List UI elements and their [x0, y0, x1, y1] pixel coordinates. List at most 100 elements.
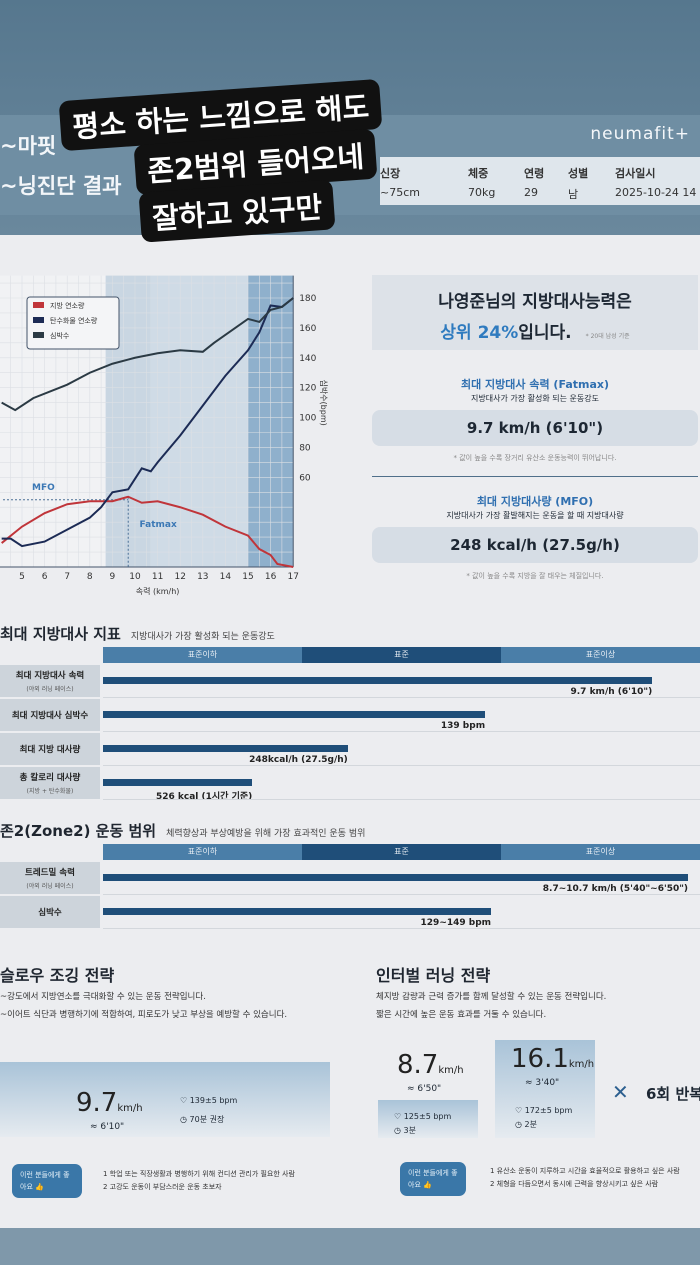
series-line-1	[1, 297, 294, 548]
brand-logo: neumafit+	[590, 124, 690, 144]
mfo-subtitle: 지방대사가 가장 활발해지는 운동을 할 때 지방대사량	[446, 511, 624, 520]
interval-bubble: 이런 분들에게 좋아요 👍	[400, 1162, 466, 1196]
metric-value: 8.7~10.7 km/h (5'40"~6'50")	[542, 884, 689, 894]
row-divider	[103, 697, 700, 698]
slow-jog-speed: 9.7km/h	[76, 1088, 143, 1118]
row-divider	[103, 765, 700, 766]
metric-value: 526 kcal (1시간 기준)	[155, 792, 253, 802]
metric-value: 129~149 bpm	[420, 918, 492, 928]
zone2-scale: 표준이하 표준 표준이상	[103, 844, 700, 860]
x-tick-label: 14	[220, 572, 232, 582]
legend-swatch	[33, 332, 44, 338]
zone2-heading: 존2(Zone2) 운동 범위 체력향상과 부상예방을 위해 가장 효과적인 운동…	[0, 822, 366, 840]
x-tick-label: 7	[64, 572, 70, 582]
x-tick-label: 8	[87, 572, 93, 582]
y-tick-label: 60	[299, 473, 311, 483]
fatmax-note: * 값이 높을 수록 장거리 유산소 운동능력이 뛰어납니다.	[453, 454, 617, 462]
metric-value: 139 bpm	[440, 721, 486, 731]
x-tick-label: 15	[242, 572, 253, 582]
mfo-value: 248 kcal/h (27.5g/h)	[372, 527, 698, 563]
slow-jog-pace: ≈ 6'10"	[90, 1122, 125, 1132]
metric-label: 총 칼로리 대사량 (지방 + 탄수화물)	[0, 767, 100, 799]
profile-stats: 신장 ~75cm 체중 70kg 연령 29 성별 남 검사일시 2025-10-24 1…	[380, 157, 700, 205]
scale-below: 표준이하	[103, 647, 302, 663]
x-tick-label: 10	[129, 572, 141, 582]
background-bottom	[0, 1228, 700, 1265]
thumbs-up-icon: 👍	[35, 1183, 44, 1191]
series-line-0	[1, 495, 294, 568]
slow-jog-hr: ♡ 139±5 bpm	[180, 1096, 238, 1105]
legend-label: 탄수화물 연소량	[50, 316, 98, 325]
row-divider	[103, 928, 700, 929]
scale-above: 표준이상	[501, 844, 700, 860]
zone-band	[150, 275, 248, 567]
x-tick-label: 16	[265, 572, 277, 582]
y-tick-label: 100	[299, 414, 316, 424]
y-tick-label: 140	[299, 354, 316, 364]
row-divider	[103, 894, 700, 895]
y-tick-label: 80	[299, 443, 311, 453]
report-title-line1: ~마핏	[0, 134, 57, 158]
divider	[372, 476, 698, 477]
multiply-icon: ✕	[612, 1080, 629, 1104]
y-tick-label: 160	[299, 324, 316, 334]
interval-high-pace: ≈ 3'40"	[525, 1078, 560, 1088]
slow-jog-title: 슬로우 조깅 전략	[0, 966, 115, 985]
legend-label: 지방 연소량	[50, 301, 85, 310]
interval-high-speed: 16.1km/h	[511, 1044, 595, 1074]
y-tick-label: 180	[299, 294, 316, 304]
metric-label: 최대 지방 대사량	[0, 733, 100, 765]
metric-value: 9.7 km/h (6'10")	[570, 687, 653, 697]
legend	[26, 296, 120, 350]
metric-value: 248kcal/h (27.5g/h)	[249, 755, 348, 765]
fat-metrics-heading: 최대 지방대사 지표 지방대사가 가장 활성화 되는 운동강도	[0, 625, 275, 643]
series-line-2	[1, 297, 294, 412]
stat-date: 검사일시 2025-10-24 14	[615, 167, 697, 199]
y-tick-label: 120	[299, 384, 316, 394]
interval-high-details: ♡ 172±5 bpm ◷ 2분	[515, 1106, 573, 1129]
x-tick-label: 9	[110, 572, 116, 582]
row-divider	[103, 731, 700, 732]
x-axis-label: 속력 (km/h)	[136, 586, 180, 596]
slow-jog-desc: ~강도에서 지방연소를 극대화할 수 있는 운동 전략입니다. ~이어트 식단과 …	[0, 992, 288, 1020]
fat-metrics-scale: 표준이하 표준 표준이상	[103, 647, 700, 663]
interval-desc: 체지방 감량과 근력 증가를 함께 달성할 수 있는 운동 전략입니다. 짧은 시…	[376, 992, 607, 1020]
metric-label: 최대 지방대사 심박수	[0, 699, 100, 731]
metric-bar	[103, 908, 492, 915]
mfo-note: * 값이 높을 수록 지방을 잘 태우는 체질입니다.	[466, 572, 604, 580]
heart-icon: ♡	[180, 1096, 188, 1105]
metric-bar	[103, 745, 348, 752]
fatmax-subtitle: 지방대사가 가장 활성화 되는 운동강도	[471, 394, 599, 403]
metric-label: 심박수	[0, 896, 100, 928]
x-tick-label: 12	[174, 572, 185, 582]
x-tick-label: 6	[42, 572, 48, 582]
fatmax-title: 최대 지방대사 속력 (Fatmax)	[460, 378, 610, 391]
metric-bar	[103, 779, 253, 786]
y-axis-label: 심박수(bpm)	[319, 379, 329, 425]
scale-below: 표준이하	[103, 844, 302, 860]
metric-label: 최대 지방대사 속력 (야외 러닝 페이스)	[0, 665, 100, 697]
summary-line2: 상위 24%입니다. * 20대 남성 기준	[440, 323, 630, 343]
slow-jog-time: ◷ 70분 권장	[180, 1115, 225, 1124]
fatmax-label: Fatmax	[140, 520, 177, 530]
legend-label: 심박수	[50, 331, 70, 340]
mfo-title: 최대 지방대사량 (MFO)	[476, 495, 594, 508]
scale-above: 표준이상	[501, 647, 700, 663]
x-tick-label: 13	[197, 572, 208, 582]
interval-list: 1 유산소 운동이 지루하고 시간을 효율적으로 활용하고 싶은 사람 2 체형을…	[490, 1167, 680, 1188]
row-divider	[103, 799, 700, 800]
interval-low-card: ♡ 125±5 bpm ◷ 3분	[378, 1100, 478, 1138]
x-tick-label: 11	[152, 572, 163, 582]
report-title-line2: ~닝진단 결과	[0, 174, 122, 198]
metric-label: 트레드밀 속력 (야외 러닝 페이스)	[0, 862, 100, 894]
scale-standard: 표준	[302, 844, 501, 860]
interval-low-speed: 8.7km/h	[397, 1050, 464, 1080]
legend-swatch	[33, 317, 44, 323]
x-tick-label: 17	[287, 572, 298, 582]
stat-age: 연령 29	[524, 167, 545, 199]
interval-title: 인터벌 러닝 전략	[376, 966, 491, 985]
slow-jog-bubble: 이런 분들에게 좋아요 👍	[12, 1164, 82, 1198]
fatmax-value: 9.7 km/h (6'10")	[372, 410, 698, 446]
scale-standard: 표준	[302, 647, 501, 663]
interval-repeat: 6회 반복	[646, 1085, 700, 1103]
